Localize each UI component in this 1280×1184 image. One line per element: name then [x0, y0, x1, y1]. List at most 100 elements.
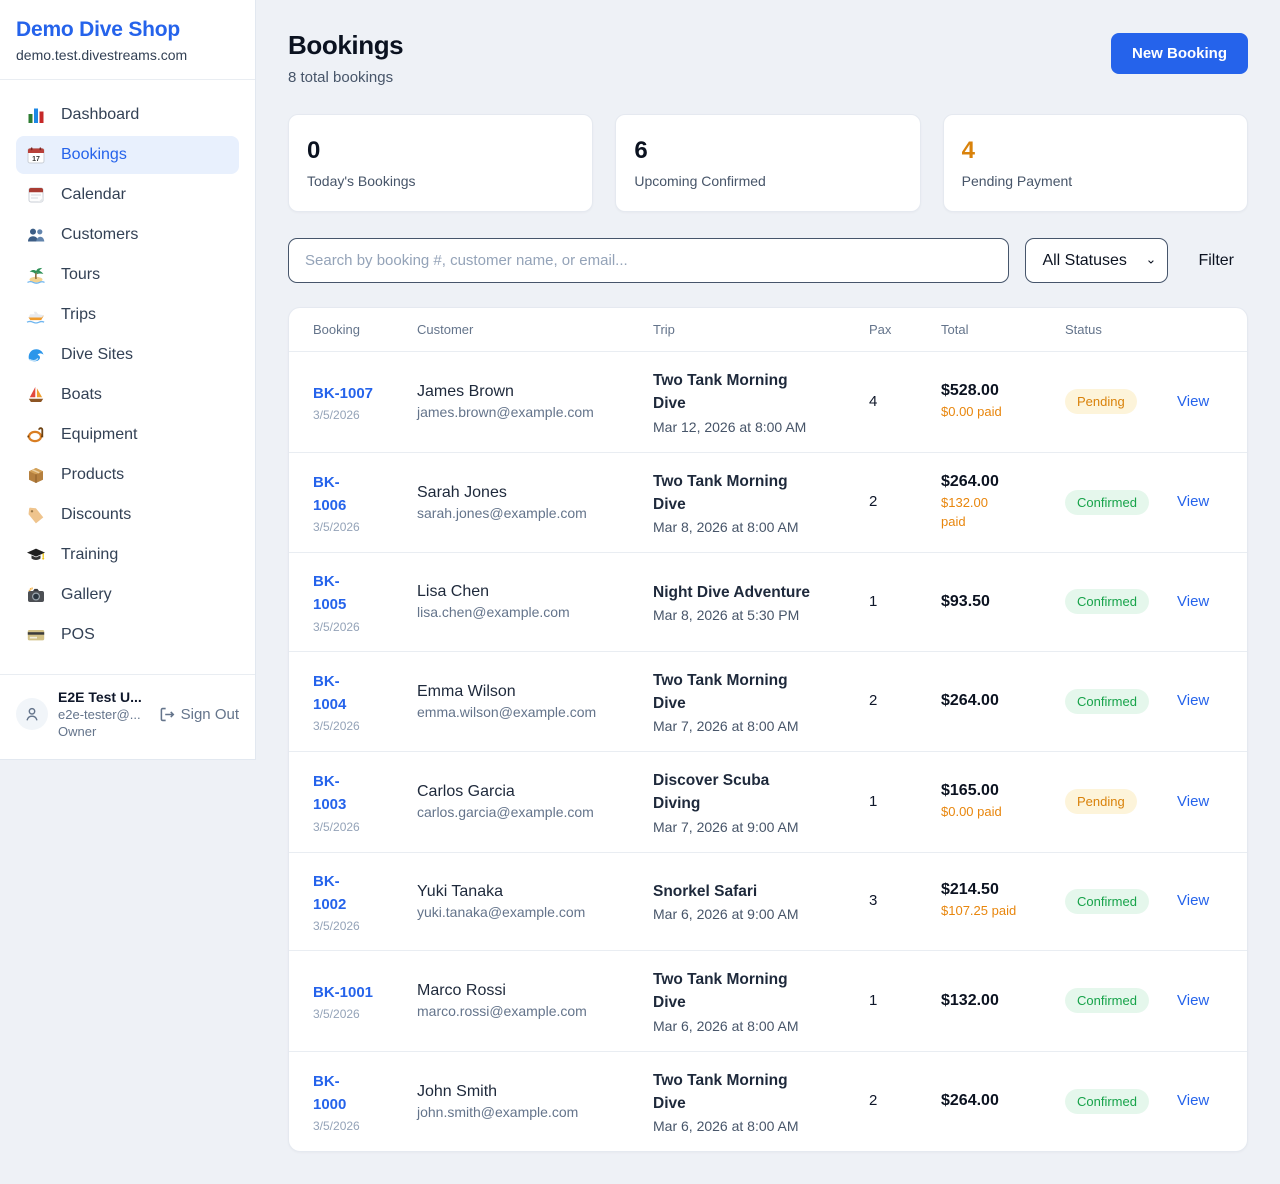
booking-date: 3/5/2026 — [313, 619, 360, 634]
sidebar-item-label: Bookings — [61, 146, 127, 163]
island-icon — [26, 265, 46, 285]
sidebar-item-pos[interactable]: POS — [16, 616, 239, 654]
trip-name: Two Tank Morning Dive — [653, 372, 788, 413]
pax-count: 2 — [869, 1092, 878, 1110]
booking-number-link[interactable]: BK- 1000 — [313, 1072, 347, 1113]
view-link[interactable]: View — [1177, 892, 1210, 910]
status-badge: Confirmed — [1065, 1088, 1149, 1114]
sidebar-item-trips[interactable]: Trips — [16, 296, 239, 334]
sidebar-item-dive-sites[interactable]: Dive Sites — [16, 336, 239, 374]
customer-email: yuki.tanaka@example.com — [417, 903, 586, 920]
booking-date: 3/5/2026 — [313, 1119, 360, 1133]
stat-value: 4 — [961, 137, 976, 164]
wave-icon — [26, 345, 46, 365]
diving-mask-icon — [26, 425, 46, 445]
stat-card-upcoming-confirmed: 6 Upcoming Confirmed — [615, 114, 921, 212]
status-badge: Pending — [1065, 389, 1137, 415]
sidebar-item-calendar[interactable]: Calendar — [16, 176, 239, 214]
sign-out-button[interactable]: Sign Out — [158, 706, 239, 723]
trip-datetime: Mar 6, 2026 at 8:00 AM — [653, 1017, 799, 1034]
booking-date: 3/5/2026 — [313, 919, 360, 933]
sidebar-item-dashboard[interactable]: Dashboard — [16, 96, 239, 134]
stats-row: 0 Today's Bookings 6 Upcoming Confirmed … — [288, 114, 1248, 212]
sidebar-item-label: Dive Sites — [61, 346, 134, 363]
stat-label: Today's Bookings — [307, 173, 416, 189]
people-icon — [26, 225, 46, 245]
booking-number-link[interactable]: BK- 1002 — [313, 872, 347, 913]
customer-email: emma.wilson@example.com — [417, 703, 597, 720]
sidebar-item-discounts[interactable]: Discounts — [16, 496, 239, 534]
sidebar-item-boats[interactable]: Boats — [16, 376, 239, 414]
view-link[interactable]: View — [1177, 1092, 1210, 1110]
booking-number-link[interactable]: BK- 1006 — [313, 473, 347, 514]
customer-email: marco.rossi@example.com — [417, 1003, 587, 1020]
customer-name: Yuki Tanaka — [417, 882, 503, 900]
trip-datetime: Mar 8, 2026 at 5:30 PM — [653, 606, 800, 623]
status-badge: Confirmed — [1065, 688, 1149, 714]
calendar-icon — [26, 185, 46, 205]
pax-count: 2 — [869, 692, 878, 710]
stat-card-pending-payment: 4 Pending Payment — [942, 114, 1248, 212]
view-link[interactable]: View — [1177, 792, 1210, 810]
controls-row: All Statuses ⌄ Filter — [288, 238, 1248, 283]
booking-date: 3/5/2026 — [313, 520, 360, 534]
total-amount: $214.50 — [941, 881, 999, 899]
trip-name: Discover Scuba Diving — [653, 772, 770, 813]
page-header: Bookings 8 total bookings New Booking — [288, 30, 1248, 86]
new-booking-button[interactable]: New Booking — [1110, 33, 1248, 74]
view-link[interactable]: View — [1177, 991, 1210, 1009]
user-email: e2e-tester@... — [58, 707, 141, 722]
trip-name: Two Tank Morning Dive — [653, 671, 788, 712]
brand-domain: demo.test.divestreams.com — [16, 47, 188, 63]
sidebar-item-label: Boats — [61, 386, 102, 403]
pax-count: 1 — [869, 592, 878, 610]
sidebar-item-label: Gallery — [61, 586, 112, 603]
booking-number-link[interactable]: BK- 1003 — [313, 773, 347, 814]
bookings-table: Booking Customer Trip Pax Total Status B… — [289, 308, 1247, 1151]
table-row: BK- 1003 3/5/2026 Carlos Garcia carlos.gar… — [289, 751, 1247, 852]
sidebar-item-tours[interactable]: Tours — [16, 256, 239, 294]
view-link[interactable]: View — [1177, 493, 1210, 511]
view-link[interactable]: View — [1177, 392, 1210, 410]
col-header-trip: Trip — [645, 308, 861, 352]
view-link[interactable]: View — [1177, 692, 1210, 710]
package-icon — [26, 465, 46, 485]
booking-number-link[interactable]: BK-1007 — [313, 384, 374, 402]
customer-name: Lisa Chen — [417, 583, 490, 601]
sidebar-item-label: Products — [61, 466, 125, 483]
col-header-view — [1169, 308, 1247, 352]
sidebar-item-label: Dashboard — [61, 106, 140, 123]
sidebar-item-label: Equipment — [61, 426, 138, 443]
sidebar-item-label: Trips — [61, 306, 96, 323]
trip-datetime: Mar 8, 2026 at 8:00 AM — [653, 519, 799, 535]
sidebar-item-gallery[interactable]: Gallery — [16, 576, 239, 614]
customer-email: james.brown@example.com — [417, 404, 594, 421]
search-input[interactable] — [288, 238, 1010, 283]
status-filter-select[interactable]: All Statuses — [1025, 238, 1169, 283]
booking-number-link[interactable]: BK-1001 — [313, 983, 374, 1001]
trip-datetime: Mar 7, 2026 at 8:00 AM — [653, 718, 799, 734]
status-badge: Confirmed — [1065, 489, 1149, 515]
page-title: Bookings — [288, 30, 404, 60]
sidebar-item-training[interactable]: Training — [16, 536, 239, 574]
customer-name: John Smith — [417, 1082, 498, 1100]
table-row: BK-1007 3/5/2026 James Brown james.brown@e… — [289, 352, 1247, 453]
table-row: BK- 1006 3/5/2026 Sarah Jones sarah.jones@… — [289, 451, 1247, 553]
booking-number-link[interactable]: BK- 1004 — [313, 672, 347, 713]
bookings-table-card: Booking Customer Trip Pax Total Status B… — [288, 307, 1248, 1152]
sidebar-item-bookings[interactable]: 17 Bookings — [16, 136, 239, 174]
sidebar-item-customers[interactable]: Customers — [16, 216, 239, 254]
sidebar-item-products[interactable]: Products — [16, 456, 239, 494]
view-link[interactable]: View — [1177, 592, 1210, 610]
sign-out-icon — [160, 707, 175, 721]
total-amount: $528.00 — [941, 381, 999, 399]
trip-datetime: Mar 7, 2026 at 9:00 AM — [653, 818, 799, 835]
booking-number-link[interactable]: BK- 1005 — [313, 573, 347, 614]
filter-button[interactable]: Filter — [1184, 244, 1248, 278]
sidebar-item-equipment[interactable]: Equipment — [16, 416, 239, 454]
customer-name: Marco Rossi — [417, 982, 506, 1000]
total-amount: $93.50 — [941, 592, 990, 610]
graduation-cap-icon — [26, 545, 46, 565]
user-name: E2E Test U... — [58, 689, 142, 705]
stat-label: Upcoming Confirmed — [634, 173, 766, 189]
